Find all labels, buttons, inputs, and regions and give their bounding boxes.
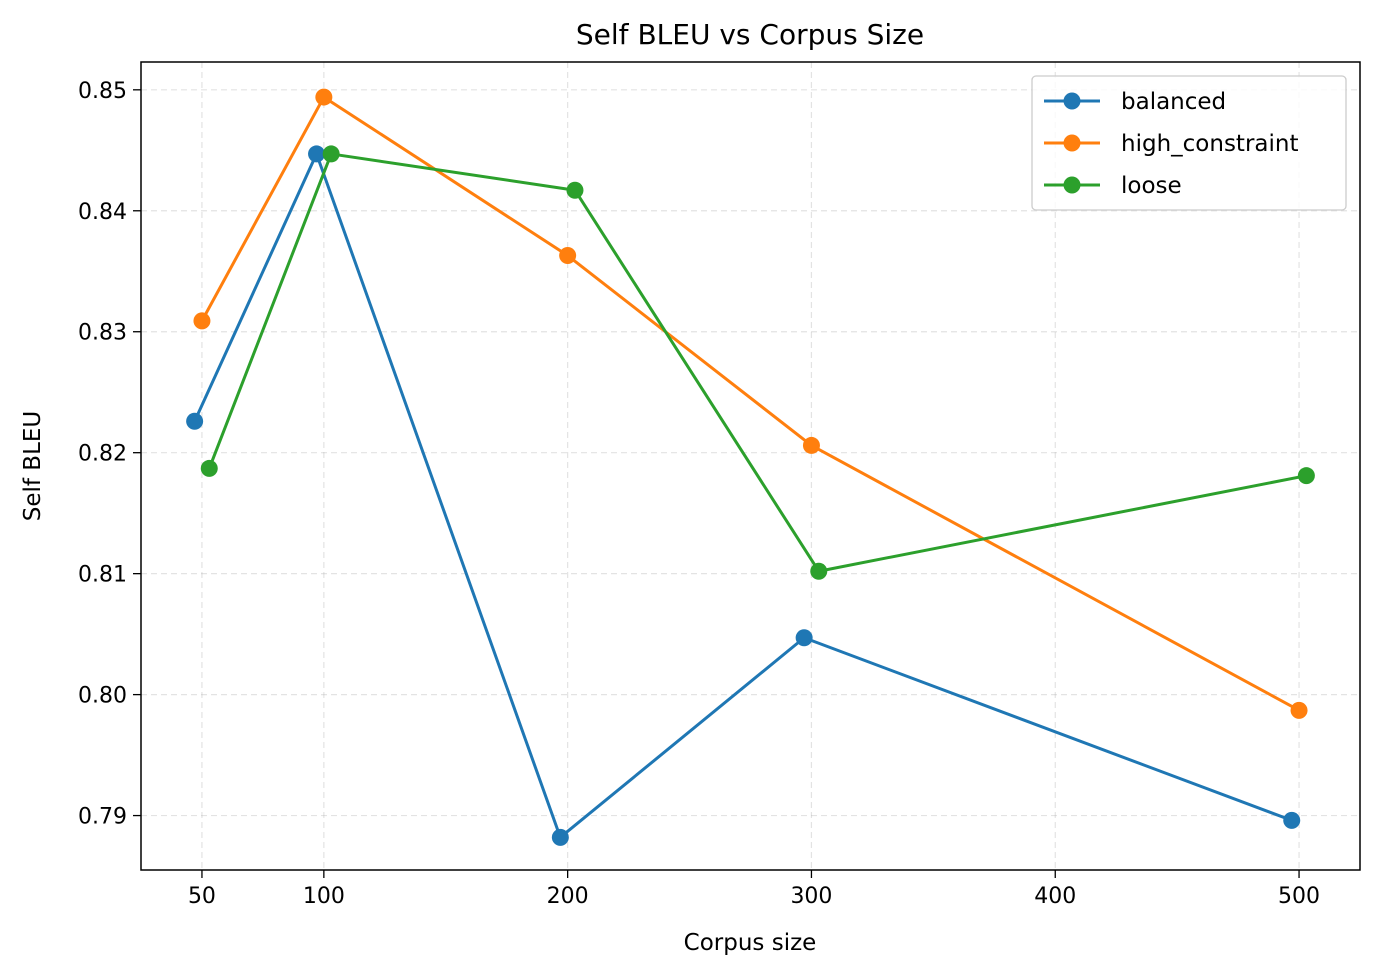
y-axis-label: Self BLEU xyxy=(20,411,46,522)
data-point xyxy=(186,412,204,430)
x-tick-label: 500 xyxy=(1278,884,1320,909)
legend-item-balanced: balanced xyxy=(1044,89,1226,115)
legend-box xyxy=(1031,75,1347,211)
data-point xyxy=(1283,811,1301,829)
x-axis-label: Corpus size xyxy=(684,930,817,956)
x-tick-label: 50 xyxy=(188,884,216,909)
legend-label: high_constraint xyxy=(1121,131,1298,157)
legend-label: loose xyxy=(1121,173,1182,199)
data-point xyxy=(810,562,828,580)
x-axis: 50 100 200 300 400 500 xyxy=(188,870,1320,909)
data-point xyxy=(802,436,820,454)
legend-marker xyxy=(1063,92,1081,110)
data-point xyxy=(315,88,333,106)
y-tick-label: 0.79 xyxy=(78,805,127,830)
y-tick-label: 0.83 xyxy=(78,321,127,346)
data-point xyxy=(1297,467,1315,485)
data-point xyxy=(193,312,211,330)
data-point xyxy=(559,247,577,265)
y-tick-label: 0.81 xyxy=(78,563,127,588)
y-tick-label: 0.85 xyxy=(78,79,127,104)
legend-marker xyxy=(1063,134,1081,152)
x-tick-label: 100 xyxy=(303,884,345,909)
data-point xyxy=(795,629,813,647)
series-balanced xyxy=(186,145,1301,846)
data-point xyxy=(200,459,218,477)
legend-label: balanced xyxy=(1121,89,1226,115)
x-tick-label: 200 xyxy=(547,884,589,909)
data-point xyxy=(308,145,326,163)
series-high-constraint xyxy=(193,88,1308,719)
y-axis: 0.79 0.80 0.81 0.82 0.83 0.84 0.85 xyxy=(78,79,141,830)
data-point xyxy=(1290,701,1308,719)
series-group xyxy=(186,88,1315,846)
y-tick-label: 0.80 xyxy=(78,684,127,709)
y-tick-label: 0.84 xyxy=(78,200,127,225)
x-tick-label: 400 xyxy=(1034,884,1076,909)
x-tick-label: 300 xyxy=(790,884,832,909)
data-point xyxy=(551,828,569,846)
legend-marker xyxy=(1063,176,1081,194)
data-point xyxy=(566,181,584,199)
y-tick-label: 0.82 xyxy=(78,442,127,467)
data-point xyxy=(322,145,340,163)
plot-area-frame xyxy=(140,61,1361,871)
series-loose xyxy=(200,145,1315,580)
legend-item-high-constraint: high_constraint xyxy=(1044,131,1298,157)
chart-title: Self BLEU vs Corpus Size xyxy=(576,18,924,51)
legend-item-loose: loose xyxy=(1044,173,1182,199)
